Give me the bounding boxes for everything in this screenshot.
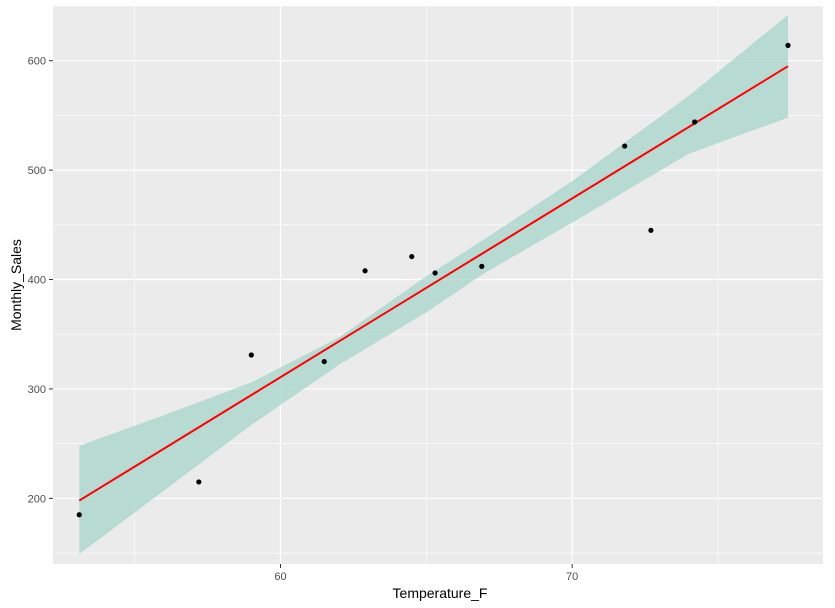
data-points	[76, 42, 791, 518]
y-axis-ticks: 200 300 400 500 600	[28, 56, 53, 505]
data-point	[479, 263, 485, 269]
x-tick-label: 60	[274, 571, 286, 583]
y-tick-label: 600	[28, 56, 46, 68]
x-tick-label: 70	[566, 571, 578, 583]
y-tick-label: 200	[28, 493, 46, 505]
data-point	[648, 227, 654, 233]
y-tick-label: 500	[28, 165, 46, 177]
data-point	[196, 479, 202, 485]
data-point	[785, 42, 791, 48]
data-point	[622, 143, 628, 149]
y-axis-title: Monthly_Sales	[8, 239, 24, 331]
y-tick-label: 300	[28, 384, 46, 396]
data-point	[409, 253, 415, 260]
regression-line	[78, 65, 789, 502]
data-point	[362, 268, 368, 274]
data-point	[76, 512, 82, 518]
data-point	[692, 119, 698, 125]
x-axis-ticks: 60 70	[274, 564, 578, 583]
data-point	[248, 352, 254, 358]
y-tick-label: 400	[28, 275, 46, 287]
x-axis-title: Temperature_F	[393, 585, 488, 601]
data-point	[321, 358, 327, 365]
data-point	[432, 270, 438, 276]
